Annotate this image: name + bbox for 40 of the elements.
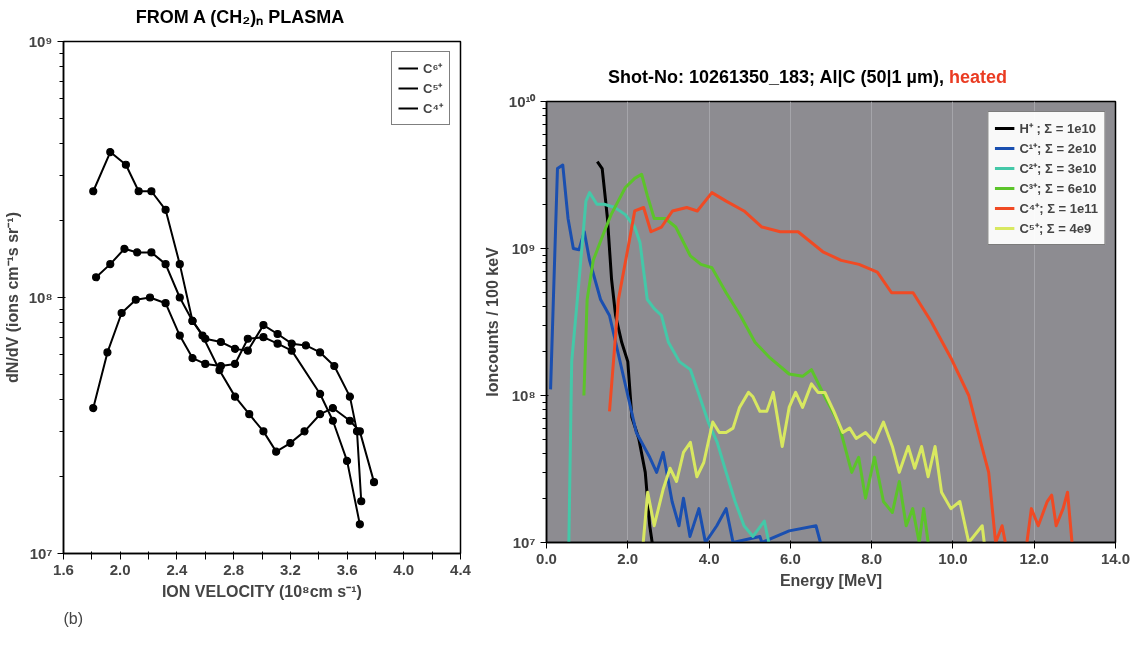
chart-title: Shot-No: 10261350_183; Al|C (50|1 µm), (608, 67, 944, 87)
x-tick-label: 2.8 (223, 560, 245, 578)
chart-title: FROM A (CH₂)ₙ PLASMA (135, 7, 345, 27)
legend-label: C⁴⁺ (423, 100, 443, 117)
chart-subtitle: heated (948, 67, 1007, 87)
legend-label: H⁺ ; Σ = 1e10 (1019, 120, 1096, 137)
y-axis-title: dN/dV (ions cm⁻¹s sr⁻¹) (3, 212, 21, 383)
x-tick-label: 1.6 (53, 560, 74, 578)
y-tick-label: 10⁹ (28, 33, 53, 50)
x-tick-label: 2.0 (109, 560, 131, 578)
x-tick-label: 14.0 (1100, 549, 1131, 567)
x-tick-label: 3.6 (336, 560, 358, 578)
legend-label: C⁵⁺ (423, 80, 443, 97)
y-tick-label: 10¹⁰ (508, 93, 537, 110)
x-tick-label: 2.4 (166, 560, 189, 578)
x-tick-label: 2.0 (617, 549, 639, 567)
x-tick-label: 8.0 (861, 549, 883, 567)
legend-label: C⁴⁺; Σ = 1e11 (1019, 200, 1098, 217)
x-tick-label: 0.0 (536, 549, 557, 567)
x-tick-label: 6.0 (779, 549, 801, 567)
x-tick-label: 4.0 (698, 549, 720, 567)
x-tick-label: 4.4 (450, 560, 472, 578)
x-axis-title: ION VELOCITY (10⁸cm s⁻¹) (161, 582, 362, 600)
y-tick-label: 10⁷ (29, 545, 53, 562)
y-tick-label: 10⁸ (511, 387, 536, 404)
x-tick-label: 12.0 (1019, 549, 1049, 567)
legend-label: C³⁺; Σ = 6e10 (1019, 180, 1097, 197)
legend-label: C⁶⁺ (423, 60, 443, 77)
legend-label: C¹⁺; Σ = 2e10 (1019, 140, 1097, 157)
x-axis-title: Energy [MeV] (779, 571, 883, 589)
y-tick-label: 10⁹ (511, 240, 536, 257)
y-tick-label: 10⁷ (512, 534, 536, 551)
legend-label: C⁵⁺; Σ = 4e9 (1019, 220, 1092, 237)
legend-label: C²⁺; Σ = 3e10 (1019, 160, 1097, 177)
x-tick-label: 10.0 (938, 549, 968, 567)
y-tick-label: 10⁸ (28, 289, 53, 306)
x-tick-label: 4.0 (393, 560, 415, 578)
text: (b) (63, 609, 84, 627)
y-axis-title: Ioncounts / 100 keV (483, 246, 501, 397)
x-tick-label: 3.2 (279, 560, 301, 578)
